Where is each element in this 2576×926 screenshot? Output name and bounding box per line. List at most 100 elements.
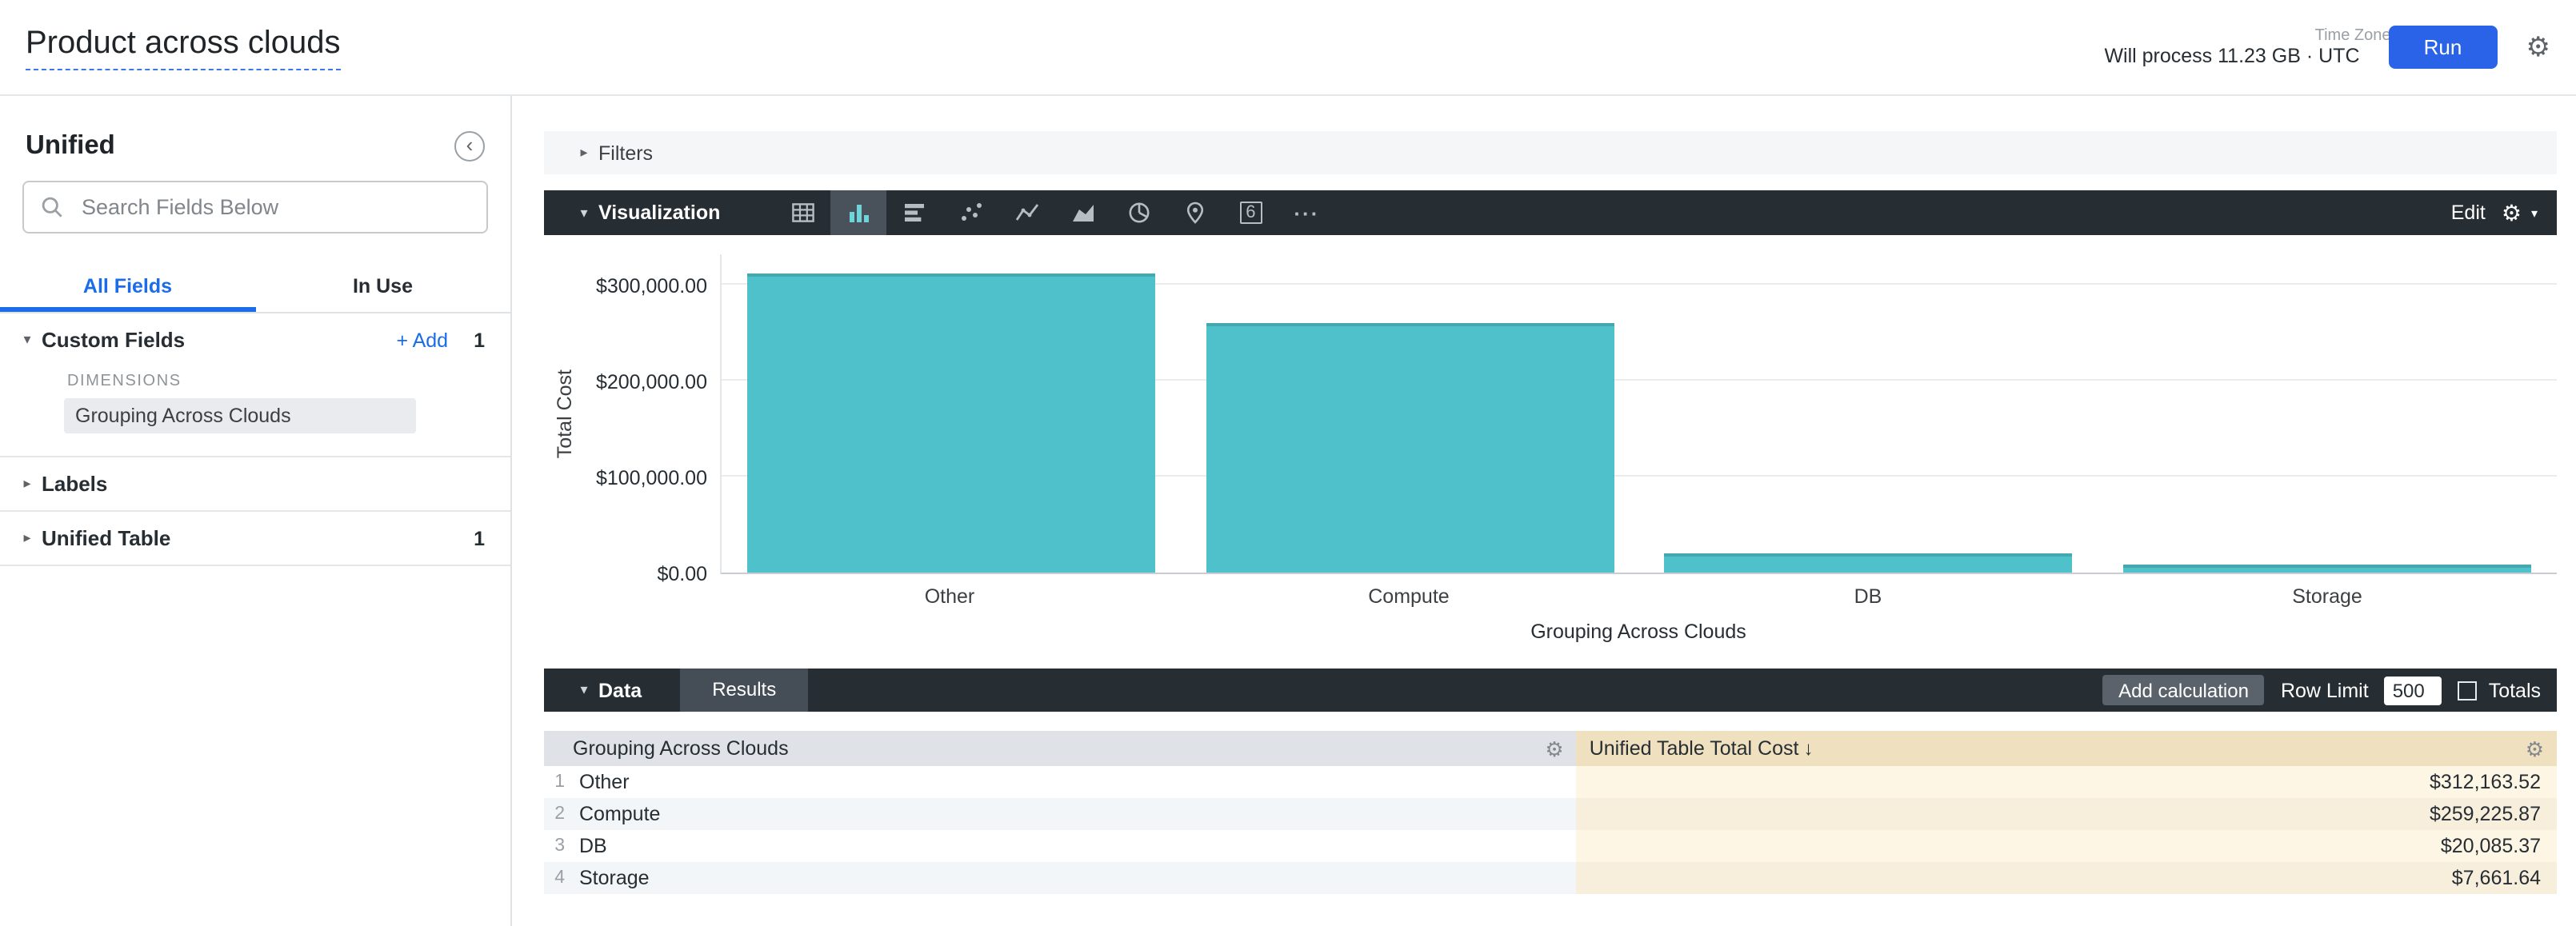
table-icon[interactable] — [774, 190, 830, 235]
y-axis-title: Total Cost — [554, 369, 576, 459]
viz-settings-gear-icon[interactable]: ⚙ — [2501, 200, 2522, 226]
measure-cell[interactable]: $7,661.64 — [1576, 862, 2557, 894]
field-picker-sidebar: Unified ‹ All Fields In Use ▾ Custom Fie… — [0, 96, 512, 926]
spacer — [0, 433, 510, 456]
column-header-grouping-across-clouds[interactable]: Grouping Across Clouds ⚙ — [544, 731, 1577, 766]
data-section-header: ▾ Data Results Add calculation Row Limit… — [544, 669, 2557, 712]
dimension-cell[interactable]: Storage — [573, 862, 1577, 894]
search-fields-input[interactable] — [78, 194, 470, 221]
single-value-glyph: 6 — [1239, 202, 1262, 224]
results-table: Grouping Across Clouds ⚙ Unified Table T… — [544, 731, 2557, 894]
dimension-cell[interactable]: Other — [573, 766, 1577, 798]
y-axis-tick-labels: $0.00 $100,000.00 $200,000.00 $300,000.00 — [586, 254, 720, 585]
totals-checkbox[interactable] — [2458, 681, 2478, 700]
data-label: Data — [598, 679, 642, 701]
process-info: Time Zone▾ Will process 11.23 GB · UTC — [2104, 26, 2401, 68]
labels-section[interactable]: ▸ Labels — [0, 456, 510, 510]
edit-visualization-button[interactable]: Edit — [2450, 202, 2486, 224]
bar-slot — [2098, 565, 2558, 573]
x-axis-category-label: Other — [924, 585, 975, 608]
column-header-total-cost[interactable]: Unified Table Total Cost ↓ ⚙ — [1576, 731, 2557, 766]
search-fields-box[interactable] — [22, 181, 488, 233]
bar-slot — [722, 273, 1181, 573]
dimension-cell[interactable]: DB — [573, 830, 1577, 862]
single-value-icon[interactable]: 6 — [1222, 190, 1278, 235]
x-axis-category-labels: Other Compute DB Storage — [720, 574, 2557, 608]
dimension-cell[interactable]: Compute — [573, 798, 1577, 830]
unified-table-count: 1 — [474, 527, 485, 549]
x-axis-category-label: Storage — [2292, 585, 2362, 608]
row-number: 2 — [544, 798, 573, 830]
divider — [0, 565, 510, 566]
tab-all-fields[interactable]: All Fields — [0, 259, 255, 312]
caret-down-icon: ▾ — [23, 331, 31, 347]
run-button[interactable]: Run — [2388, 26, 2498, 69]
dimension-column-gear-icon[interactable]: ⚙ — [1545, 736, 1564, 760]
pie-chart-icon[interactable] — [1110, 190, 1166, 235]
page-title[interactable]: Product across clouds — [26, 25, 341, 70]
unified-table-label: Unified Table — [42, 526, 171, 550]
process-estimate-text: Will process 11.23 GB · UTC — [2104, 45, 2360, 68]
add-custom-field-button[interactable]: + Add — [396, 329, 449, 351]
column-chart-icon[interactable] — [830, 190, 887, 235]
filters-section-header[interactable]: ▸ Filters — [544, 131, 2557, 174]
custom-fields-count: 1 — [474, 329, 485, 351]
measure-column-gear-icon[interactable]: ⚙ — [2525, 736, 2544, 760]
filters-label: Filters — [598, 142, 654, 164]
add-calculation-button[interactable]: Add calculation — [2102, 675, 2265, 705]
line-chart-icon[interactable] — [998, 190, 1054, 235]
row-limit-input[interactable] — [2384, 676, 2442, 704]
sidebar-tabs: All Fields In Use — [0, 259, 510, 313]
bar-storage[interactable] — [2123, 565, 2532, 573]
data-actions: Add calculation Row Limit Totals — [2102, 675, 2557, 705]
viz-actions: Edit ⚙ ▾ — [2451, 202, 2557, 224]
main-content: ▸ Filters ▾ Visualization — [512, 96, 2576, 926]
gridline — [722, 283, 2557, 285]
x-axis-category-label: Compute — [1368, 585, 1450, 608]
y-tick-label: $300,000.00 — [595, 275, 707, 297]
sort-desc-icon: ↓ — [1803, 737, 1814, 760]
collapse-sidebar-icon[interactable]: ‹ — [454, 131, 485, 162]
measure-cell[interactable]: $20,085.37 — [1576, 830, 2557, 862]
tab-in-use[interactable]: In Use — [352, 275, 413, 297]
timezone-label: Time Zone — [2314, 26, 2391, 45]
bar-compute[interactable] — [1206, 323, 1614, 573]
dimension-header-label: Grouping Across Clouds — [573, 737, 789, 760]
measure-header-label: Unified Table Total Cost ↓ — [1589, 737, 1814, 760]
scatterplot-icon[interactable] — [942, 190, 998, 235]
caret-right-icon: ▸ — [23, 475, 31, 491]
bars-container — [722, 254, 2557, 573]
bar-other[interactable] — [746, 273, 1155, 573]
top-bar: Product across clouds Time Zone▾ Will pr… — [0, 0, 2576, 96]
table-header-row: Grouping Across Clouds ⚙ Unified Table T… — [544, 731, 2557, 766]
map-icon[interactable] — [1166, 190, 1222, 235]
gridline — [722, 475, 2557, 477]
bar-db[interactable] — [1664, 553, 2073, 573]
results-tab[interactable]: Results — [680, 669, 809, 712]
table-body: 1 Other $312,163.52 2 Compute $259,225.87 3 DB $… — [544, 766, 2557, 894]
chart-row: Total Cost $0.00 $100,000.00 $200,000.00 $3… — [544, 254, 2557, 585]
table-row: 4 Storage $7,661.64 — [544, 862, 2557, 894]
caret-down-icon[interactable]: ▾ — [580, 204, 588, 220]
header-gear-icon[interactable]: ⚙ — [2526, 32, 2551, 62]
viz-settings-caret-icon[interactable]: ▾ — [2530, 206, 2538, 220]
field-grouping-across-clouds[interactable]: Grouping Across Clouds — [64, 398, 416, 433]
more-glyph: ··· — [1294, 201, 1320, 225]
area-chart-icon[interactable] — [1054, 190, 1110, 235]
measure-cell[interactable]: $259,225.87 — [1576, 798, 2557, 830]
caret-right-icon: ▸ — [23, 529, 31, 545]
caret-right-icon: ▸ — [580, 144, 588, 160]
more-icon[interactable]: ··· — [1278, 190, 1334, 235]
measure-cell[interactable]: $312,163.52 — [1576, 766, 2557, 798]
custom-fields-section[interactable]: ▾ Custom Fields + Add 1 — [0, 313, 510, 366]
bar-slot — [1639, 553, 2098, 573]
custom-fields-label: Custom Fields — [42, 328, 186, 352]
chart-plot-area — [720, 254, 2557, 574]
bar-chart-icon[interactable] — [886, 190, 942, 235]
caret-down-icon[interactable]: ▾ — [580, 681, 588, 697]
unified-table-section[interactable]: ▸ Unified Table 1 — [0, 510, 510, 565]
visualization-section-header: ▾ Visualization — [544, 190, 2557, 235]
table-row: 1 Other $312,163.52 — [544, 766, 2557, 798]
sidebar-header: Unified ‹ — [0, 96, 510, 162]
